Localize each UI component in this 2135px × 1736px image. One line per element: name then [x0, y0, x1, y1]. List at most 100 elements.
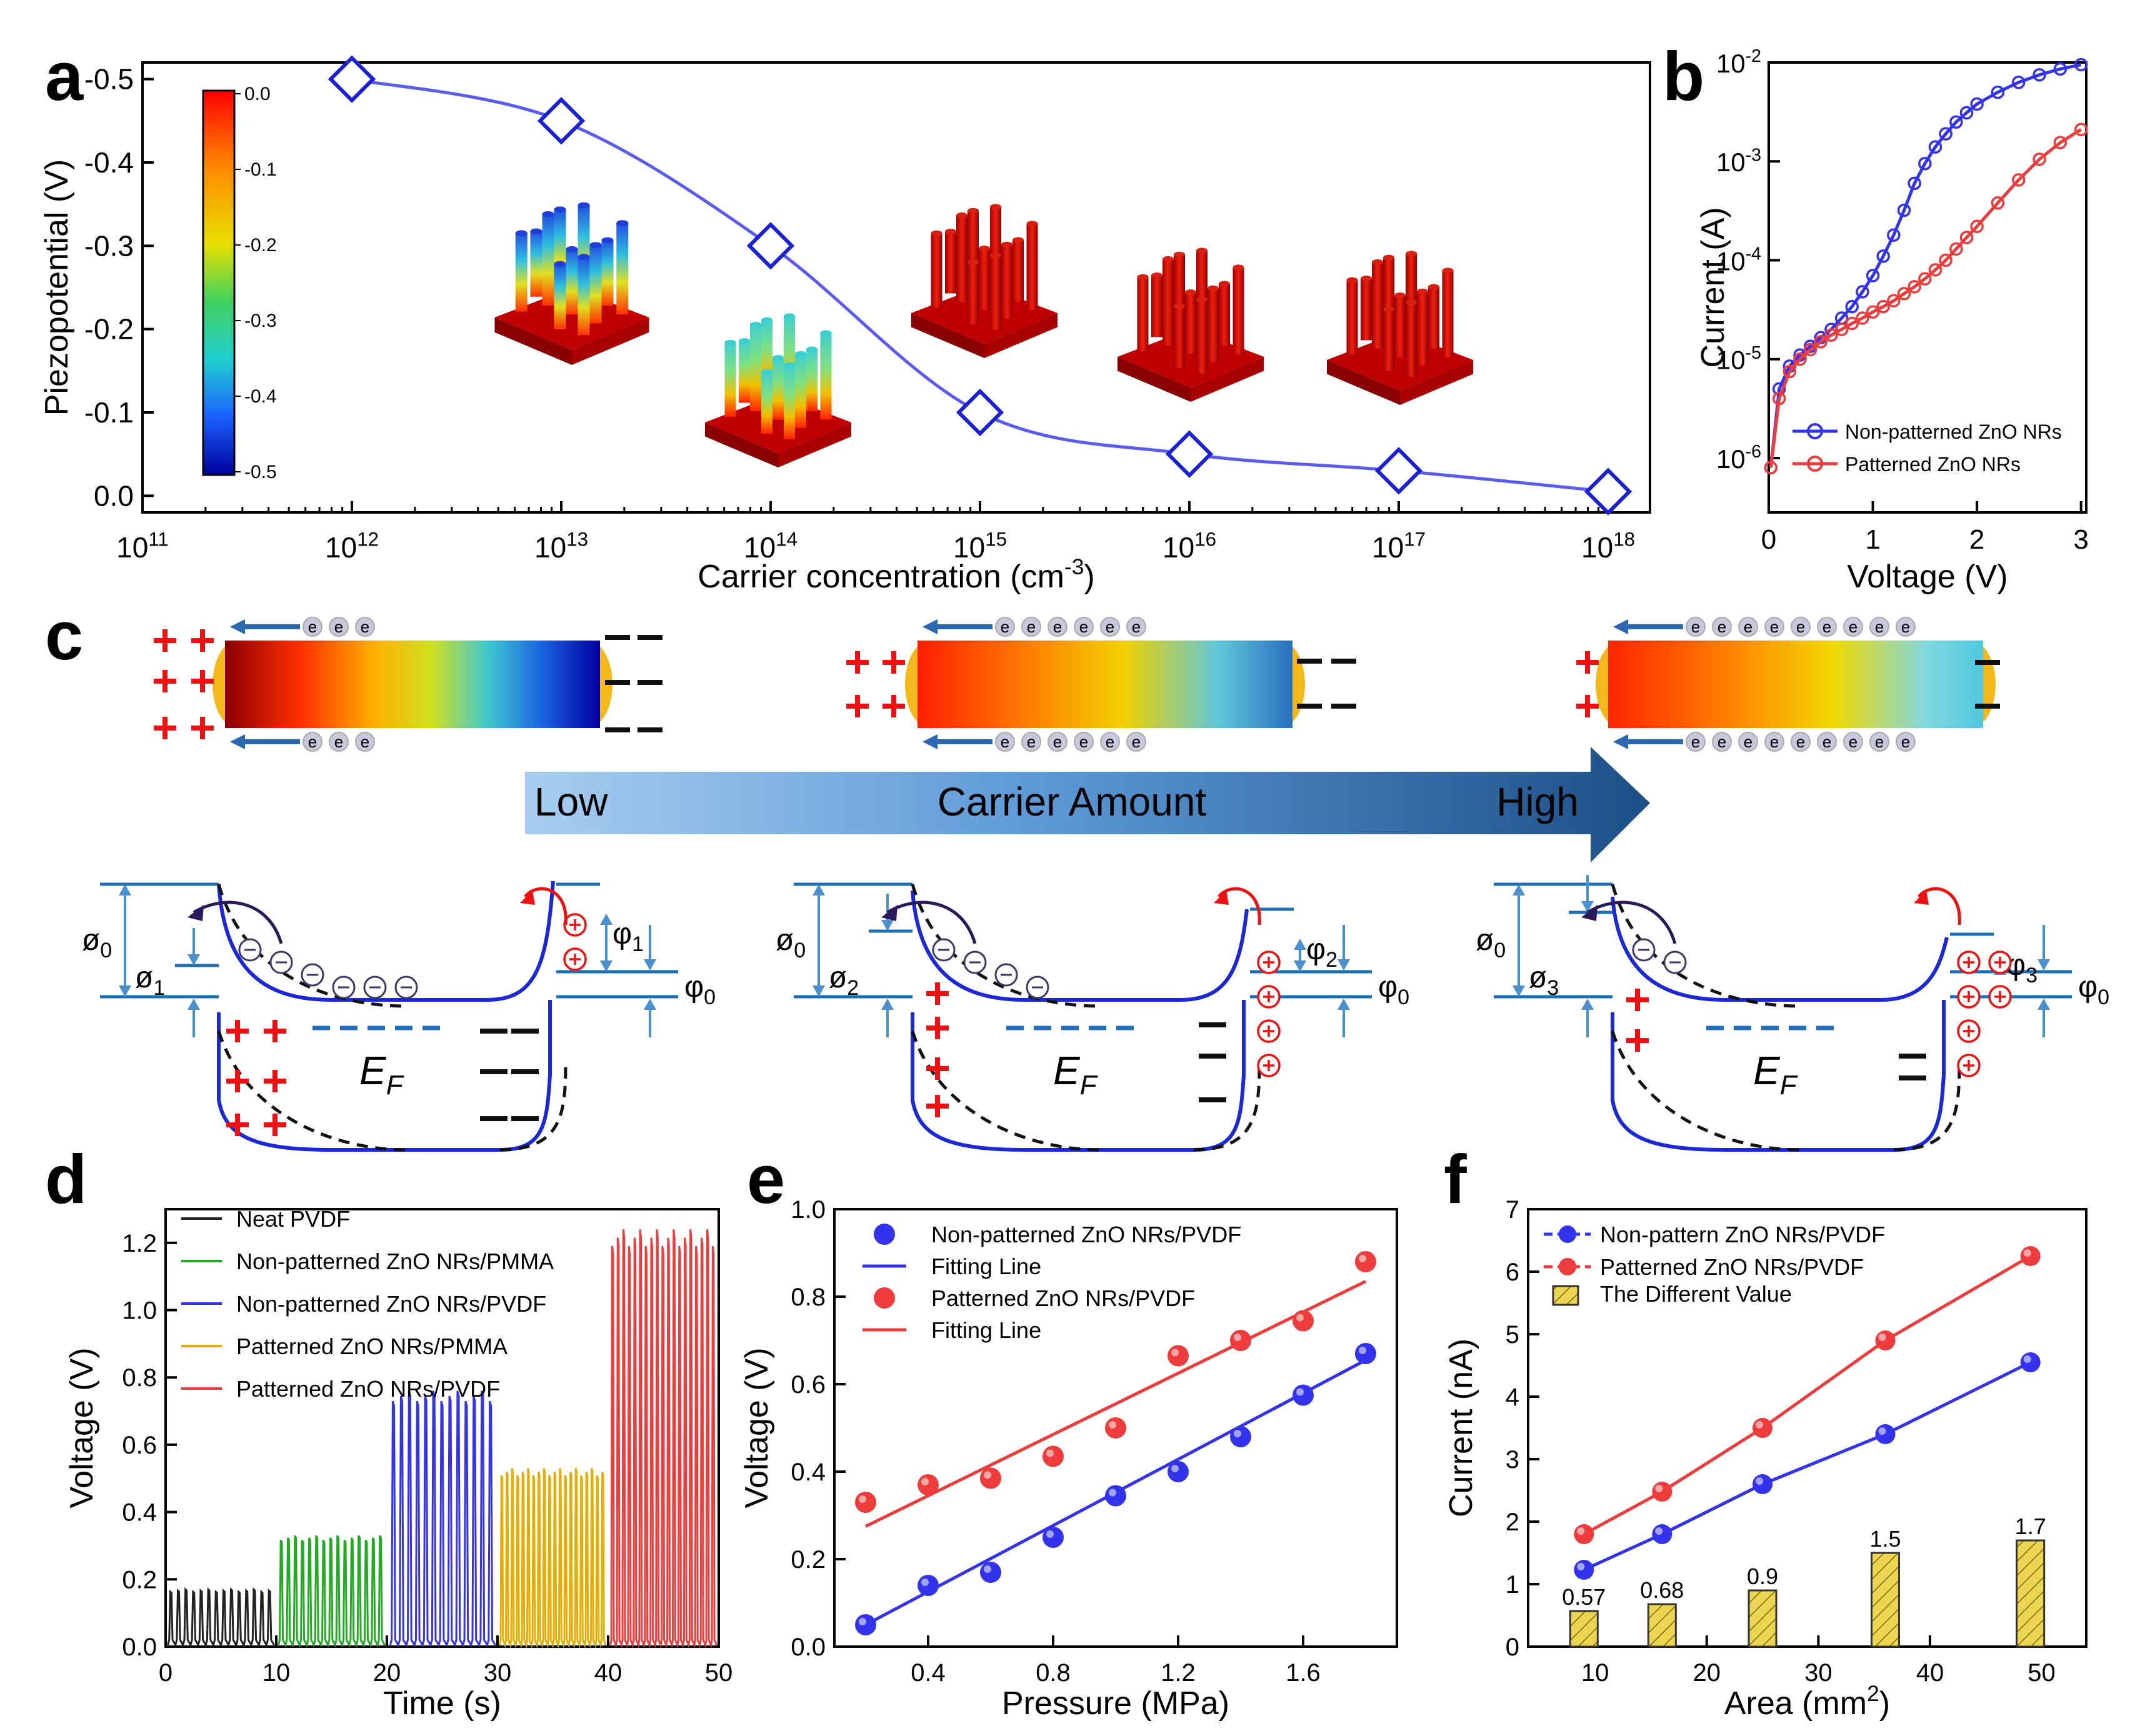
band-label-psiR: φ3	[2006, 949, 2038, 987]
x-axis-label-f-base: Area (mm	[1724, 1685, 1867, 1722]
band-label-phiL: ø1	[135, 961, 165, 1000]
arrowhead	[1581, 905, 1598, 921]
substrate-side-left	[705, 422, 778, 467]
data-point-highlight	[1046, 1530, 1054, 1538]
data-point-highlight	[921, 1478, 929, 1485]
data-point-b	[1782, 364, 1797, 379]
y-tick-label-b-exp: -2	[1746, 46, 1761, 66]
nanorod-body	[1608, 641, 1983, 728]
nanorod-tip	[1162, 256, 1174, 262]
nanorod	[956, 215, 968, 302]
electron-icon	[1738, 732, 1758, 752]
x-tick-label-a: 1017	[1372, 529, 1426, 564]
nanorod-tip	[1428, 284, 1439, 290]
data-point-b	[1772, 391, 1786, 406]
y-axis-label-a: Piezopotential (V)	[39, 159, 75, 416]
data-point-b	[2053, 136, 2068, 149]
band-label-phi0: ø0	[776, 924, 806, 962]
electron-symbol: e	[1744, 617, 1752, 636]
data-point-b	[1908, 280, 1921, 294]
band-label-index: 0	[100, 939, 112, 962]
legend-label-e: Patterned ZnO NRs/PVDF	[931, 1285, 1195, 1311]
electron-icon	[1817, 732, 1837, 752]
data-point-highlight	[1234, 1334, 1241, 1341]
x-tick-label-a-exp: 13	[566, 529, 588, 551]
legend-label-e-fit: Fitting Line	[931, 1254, 1041, 1279]
arrowhead	[812, 884, 825, 895]
fermi-level-symbol: E	[1053, 1048, 1081, 1093]
arrowhead	[600, 914, 612, 925]
x-tick-label-a: 1012	[325, 529, 379, 564]
x-tick-label-e: 1.6	[1286, 1659, 1321, 1687]
data-point-highlight	[1577, 1527, 1585, 1535]
data-point-b	[1887, 228, 1901, 242]
substrate-side-left	[1118, 357, 1191, 402]
y-tick-label-b-base: 10	[1716, 444, 1746, 474]
nanorod-tip	[979, 246, 990, 251]
substrate-side-right	[984, 313, 1058, 358]
arrowhead	[2038, 959, 2050, 970]
nanorod	[1162, 259, 1174, 346]
nanorod-tip	[820, 330, 832, 336]
legend-marker-e	[874, 1287, 895, 1309]
nanorod	[578, 257, 590, 336]
colorbar-tick-label: 0.0	[244, 84, 271, 104]
legend-label-f: The Different Value	[1600, 1281, 1792, 1307]
x-tick-label-a-base: 10	[744, 531, 776, 564]
nanorod-array-icon	[494, 202, 649, 365]
x-axis-label-a-tail: )	[1084, 559, 1094, 595]
band-label-phiL: ø2	[829, 961, 859, 1000]
x-axis-label-b: Voltage (V)	[1847, 559, 2008, 595]
y-tick-label-b-base: 10	[1716, 49, 1746, 78]
data-point-a-6	[1584, 467, 1632, 516]
arrowhead	[881, 999, 894, 1010]
data-point-b	[1928, 263, 1942, 277]
difference-bar-label: 0.9	[1747, 1564, 1778, 1589]
x-tick-label-a: 1014	[744, 529, 798, 564]
y-tick-label-b-exp: -3	[1746, 145, 1761, 165]
data-point-highlight	[1655, 1527, 1663, 1535]
nanorod	[1001, 244, 1012, 319]
band-label-psiR: φ2	[1306, 933, 1338, 972]
data-point-e	[855, 1614, 876, 1635]
nanorod-body	[225, 641, 600, 728]
legend-marker-e	[874, 1224, 895, 1245]
data-point-b	[1803, 342, 1818, 357]
y-tick-label-e: 1.0	[791, 1196, 826, 1224]
nanorod-tip	[542, 211, 554, 217]
y-tick-label-a: -0.5	[84, 63, 134, 96]
data-point-highlight	[1878, 1427, 1886, 1435]
data-point-e	[1230, 1330, 1251, 1351]
nanorod-tip	[578, 254, 590, 260]
fermi-level-label: EF	[1053, 1048, 1098, 1100]
electron-icon	[1869, 732, 1889, 752]
colorbar-tick-label: -0.1	[244, 159, 277, 180]
data-point-highlight	[1171, 1465, 1179, 1472]
data-point-b	[1918, 272, 1932, 286]
conduction-band	[217, 880, 555, 1002]
y-tick-label-f: 3	[1506, 1446, 1519, 1474]
x-tick-label-a-base: 10	[1162, 531, 1194, 564]
arrowhead	[188, 999, 200, 1010]
data-point-b	[1897, 203, 1911, 217]
arrowhead	[2038, 999, 2050, 1010]
band-label-symbol: ø	[1476, 924, 1494, 957]
x-tick-label-b: 2	[1969, 524, 1984, 555]
electron-symbol: e	[1132, 617, 1141, 636]
electron-icon	[1074, 732, 1094, 752]
data-point-a-5	[1374, 447, 1423, 495]
electron-symbol: e	[1079, 732, 1088, 751]
x-tick-label-a: 1015	[953, 529, 1007, 564]
band-label-index: 0	[1398, 985, 1409, 1009]
data-point-b	[1897, 287, 1911, 301]
hole-path-arrow	[1918, 887, 1961, 925]
x-tick-label-a-base: 10	[1372, 531, 1404, 564]
nanorod-tip	[1196, 296, 1208, 302]
nanorod	[1428, 287, 1439, 349]
nanorod-array-icon	[1118, 247, 1264, 402]
electron-symbol: e	[1001, 617, 1009, 636]
reference-band-dashed	[1893, 1062, 1961, 1152]
